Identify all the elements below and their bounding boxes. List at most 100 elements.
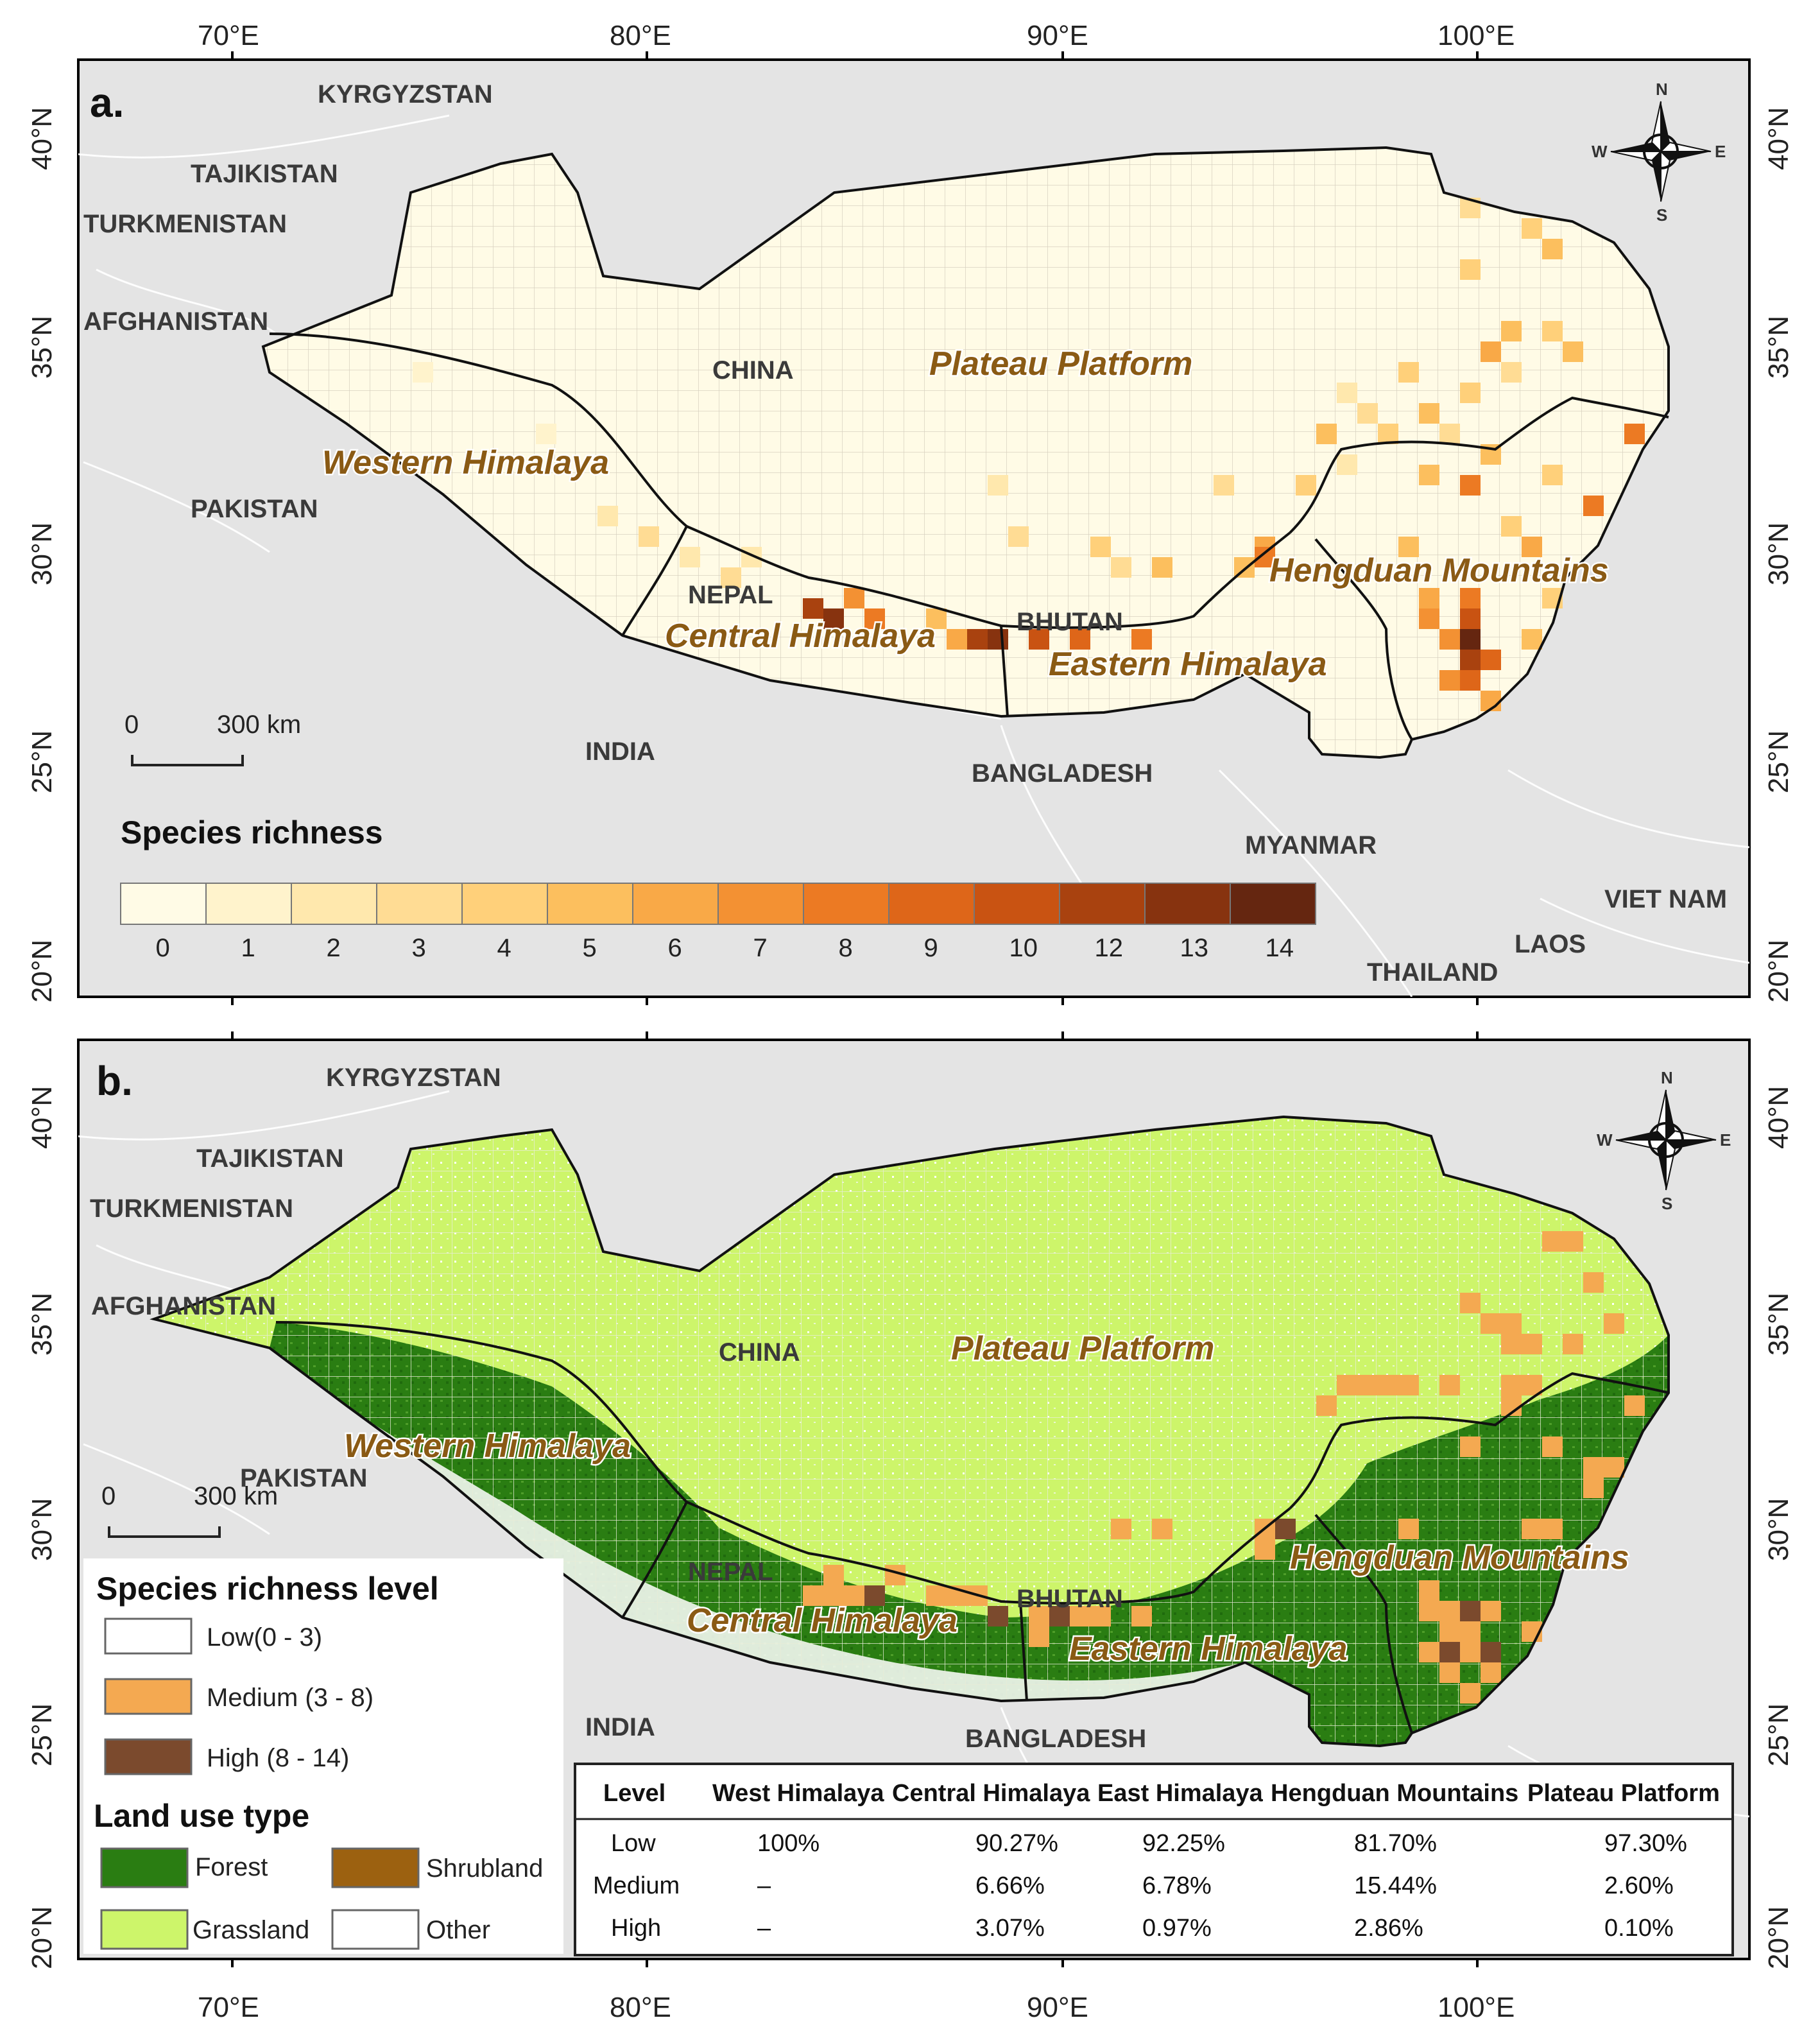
table-header-cell: Level	[603, 1780, 665, 1807]
compass-rose-icon: N S E W	[1592, 80, 1726, 225]
lat-25-a-left: 25°N	[26, 730, 58, 793]
lat-25-b-right: 25°N	[1763, 1704, 1794, 1766]
lat-40-a-right: 40°N	[1763, 107, 1794, 170]
table-header-cell: East Himalaya	[1097, 1780, 1264, 1807]
legend-label-grassland: Grassland	[193, 1916, 309, 1944]
ramp-swatch	[974, 883, 1060, 925]
label-turkmenistan: TURKMENISTAN	[83, 210, 287, 238]
lat-20-a-right: 20°N	[1763, 940, 1794, 1003]
region-plateau-b: Plateau Platform	[951, 1330, 1214, 1367]
label-china: CHINA	[712, 356, 794, 384]
lat-25-b-left: 25°N	[26, 1704, 58, 1766]
region-plateau-a: Plateau Platform	[929, 345, 1192, 383]
ramp-swatch	[1144, 883, 1231, 925]
label-india: INDIA	[585, 738, 655, 766]
region-boundaries-b	[150, 1115, 1670, 1748]
table-cell: Low	[611, 1830, 656, 1857]
label-kyrgyzstan-b: KYRGYZSTAN	[326, 1064, 501, 1092]
label-nepal-b: NEPAL	[688, 1558, 773, 1586]
top-lon-90: 90°E	[1027, 20, 1088, 51]
label-tajikistan: TAJIKISTAN	[191, 160, 338, 188]
lat-40-b-right: 40°N	[1763, 1086, 1794, 1149]
ramp-value-label: 14	[1266, 934, 1294, 962]
panel-label-a: a.	[90, 80, 124, 126]
label-myanmar: MYANMAR	[1245, 831, 1377, 859]
ramp-swatch	[632, 883, 719, 925]
table-body: Level West Himalaya Central Himalaya East H…	[593, 1780, 1720, 1942]
label-kyrgyzstan: KYRGYZSTAN	[318, 80, 493, 108]
ramp-value-label: 0	[156, 934, 170, 962]
panel-b: b. KYRGYZSTAN TAJIKISTAN TURKMENISTAN AF…	[77, 1039, 1751, 1960]
table-cell: –	[757, 1915, 771, 1942]
scale-zero-a: 0	[124, 711, 139, 739]
richness-legend-title: Species richness	[121, 815, 383, 850]
ramp-swatch	[717, 883, 804, 925]
richness-color-ramp: 0 1 2 3 4 5 6 7 8 9 10 12 13 14	[120, 883, 1316, 962]
lat-30-b-left: 30°N	[26, 1498, 58, 1561]
ramp-value-label: 7	[753, 934, 768, 962]
ramp-value-label: 6	[668, 934, 682, 962]
ramp-swatch	[888, 883, 975, 925]
lat-35-a-left: 35°N	[26, 316, 58, 379]
legend-swatch-medium	[104, 1678, 193, 1715]
label-viet-nam: VIET NAM	[1604, 885, 1727, 913]
region-hengduan-b: Hengduan Mountains	[1290, 1539, 1629, 1576]
table-cell: 100%	[757, 1830, 820, 1857]
table-cell: 0.10%	[1604, 1915, 1674, 1942]
ramp-value-label: 9	[924, 934, 938, 962]
lat-30-a-right: 30°N	[1763, 522, 1794, 585]
lat-40-b-left: 40°N	[26, 1086, 58, 1149]
ramp-swatch	[803, 883, 889, 925]
lat-35-a-right: 35°N	[1763, 316, 1794, 379]
region-western-b: Western Himalaya	[344, 1428, 631, 1465]
legend-label-shrubland: Shrubland	[426, 1854, 543, 1883]
ramp-swatch	[1230, 883, 1316, 925]
label-laos: LAOS	[1515, 930, 1586, 958]
region-eastern-b: Eastern Himalaya	[1069, 1630, 1348, 1668]
top-lon-70: 70°E	[198, 20, 259, 51]
top-lon-100: 100°E	[1438, 20, 1515, 51]
label-india-b: INDIA	[585, 1713, 655, 1741]
bottom-lon-70: 70°E	[198, 1992, 259, 2023]
lat-30-b-right: 30°N	[1763, 1498, 1794, 1561]
table-frame	[574, 1763, 1734, 1956]
region-boundaries-a	[261, 146, 1670, 759]
ramp-value-label: 1	[241, 934, 255, 962]
legend-label-low: Low(0 - 3)	[207, 1623, 322, 1652]
compass-e-b: E	[1720, 1130, 1731, 1150]
ramp-swatch	[291, 883, 377, 925]
label-bhutan-b: BHUTAN	[1017, 1585, 1123, 1613]
region-western-a: Western Himalaya	[322, 444, 609, 481]
label-pakistan-b: PAKISTAN	[240, 1464, 368, 1492]
lat-35-b-right: 35°N	[1763, 1293, 1794, 1356]
ramp-swatch	[205, 883, 292, 925]
scale-bar-a: 0 300 km	[124, 711, 301, 766]
table-cell: Medium	[593, 1872, 680, 1899]
legend-swatch-forest	[100, 1847, 189, 1888]
table-cell: 6.66%	[975, 1872, 1045, 1899]
top-lon-80: 80°E	[610, 20, 671, 51]
ramp-value-label: 5	[583, 934, 597, 962]
label-bangladesh-b: BANGLADESH	[965, 1725, 1146, 1753]
table-header-cell: Plateau Platform	[1527, 1780, 1720, 1807]
ramp-swatch	[376, 883, 463, 925]
lat-25-a-right: 25°N	[1763, 730, 1794, 793]
panel-a: a. KYRGYZSTAN TAJIKISTAN TURKMENISTAN AF…	[77, 58, 1751, 998]
label-afghanistan: AFGHANISTAN	[83, 307, 268, 336]
table-cell: 81.70%	[1354, 1830, 1437, 1857]
legend-swatch-other	[331, 1909, 420, 1950]
table-cell: 3.07%	[975, 1915, 1045, 1942]
compass-w-b: W	[1597, 1130, 1613, 1150]
label-thailand: THAILAND	[1367, 958, 1498, 987]
bottom-lon-90: 90°E	[1027, 1992, 1088, 2023]
table-cell: 92.25%	[1142, 1830, 1225, 1857]
label-afghanistan-b: AFGHANISTAN	[91, 1292, 276, 1320]
legend-swatch-shrubland	[331, 1847, 420, 1888]
country-borders-a	[78, 114, 1749, 997]
compass-e-a: E	[1715, 142, 1726, 161]
region-eastern-a: Eastern Himalaya	[1049, 646, 1327, 683]
table-cell: 0.97%	[1142, 1915, 1212, 1942]
compass-s-a: S	[1656, 205, 1667, 225]
legend-label-forest: Forest	[195, 1853, 268, 1881]
label-bhutan: BHUTAN	[1017, 608, 1123, 636]
